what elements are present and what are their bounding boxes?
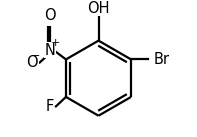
- Text: N: N: [45, 42, 56, 58]
- Text: −: −: [31, 51, 40, 61]
- Text: O: O: [45, 8, 56, 23]
- Text: O: O: [26, 55, 38, 70]
- Text: +: +: [51, 38, 60, 48]
- Text: Br: Br: [154, 52, 170, 67]
- Text: F: F: [45, 99, 53, 114]
- Text: OH: OH: [87, 1, 110, 16]
